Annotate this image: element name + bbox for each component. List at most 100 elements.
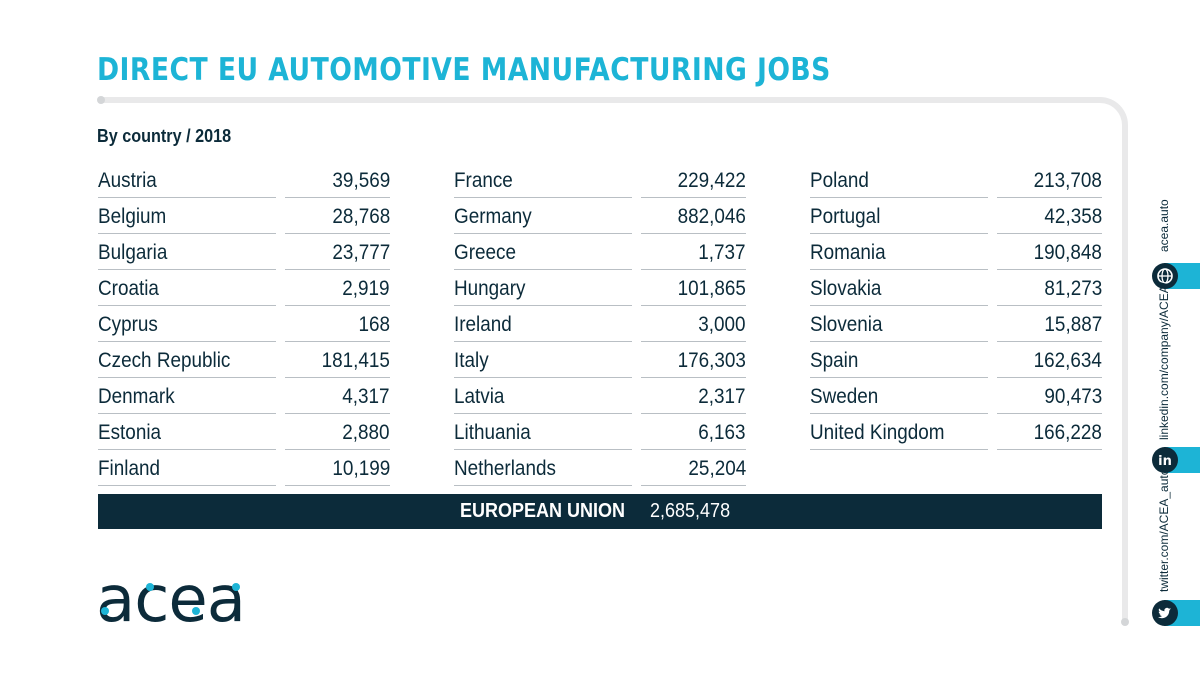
row-rule-name xyxy=(454,305,632,306)
country-name: Sweden xyxy=(810,385,879,408)
row-rule-value xyxy=(997,305,1102,306)
row-rule-value xyxy=(285,197,390,198)
jobs-value: 10,199 xyxy=(332,457,390,480)
row-rule-name xyxy=(810,269,988,270)
table-row: Belgium 28,768 xyxy=(98,198,390,234)
country-name: Croatia xyxy=(98,277,159,300)
country-name: Greece xyxy=(454,241,516,264)
row-rule-value xyxy=(641,197,746,198)
globe-icon[interactable] xyxy=(1152,263,1178,289)
country-name: France xyxy=(454,169,513,192)
frame-dot-start xyxy=(97,96,105,104)
row-rule-name xyxy=(454,341,632,342)
jobs-value: 6,163 xyxy=(698,421,746,444)
subtitle: By country / 2018 xyxy=(97,126,232,146)
row-rule-name xyxy=(98,413,276,414)
linkedin-icon[interactable]: in xyxy=(1152,447,1178,473)
row-rule-name xyxy=(454,449,632,450)
row-rule-value xyxy=(641,269,746,270)
country-name: Latvia xyxy=(454,385,505,408)
jobs-value: 166,228 xyxy=(1033,421,1102,444)
row-rule-value xyxy=(285,233,390,234)
page-title: DIRECT EU AUTOMOTIVE MANUFACTURING JOBS xyxy=(97,52,831,88)
country-name: Slovenia xyxy=(810,313,883,336)
country-name: Czech Republic xyxy=(98,349,231,372)
row-rule-name xyxy=(454,269,632,270)
jobs-value: 176,303 xyxy=(677,349,746,372)
row-rule-value xyxy=(997,269,1102,270)
row-rule-value xyxy=(997,233,1102,234)
country-name: Spain xyxy=(810,349,859,372)
twitter-link[interactable]: twitter.com/ACEA_auto xyxy=(1157,468,1171,592)
table-row: Finland 10,199 xyxy=(98,450,390,486)
jobs-value: 190,848 xyxy=(1033,241,1102,264)
row-rule-value xyxy=(285,305,390,306)
row-rule-name xyxy=(454,197,632,198)
eu-total-value: 2,685,478 xyxy=(650,500,731,522)
jobs-value: 90,473 xyxy=(1044,385,1102,408)
row-rule-name xyxy=(810,449,988,450)
row-rule-value xyxy=(997,413,1102,414)
country-name: Cyprus xyxy=(98,313,158,336)
table-row: Austria 39,569 xyxy=(98,162,390,198)
row-rule-value xyxy=(641,449,746,450)
website-link[interactable]: acea.auto xyxy=(1157,199,1171,252)
jobs-value: 39,569 xyxy=(332,169,390,192)
country-name: Austria xyxy=(98,169,157,192)
table-row: Bulgaria 23,777 xyxy=(98,234,390,270)
table-row: Ireland 3,000 xyxy=(454,306,746,342)
row-rule-value xyxy=(285,269,390,270)
jobs-value: 2,317 xyxy=(698,385,746,408)
country-name: Belgium xyxy=(98,205,167,228)
frame-side-line xyxy=(1122,130,1128,620)
row-rule-name xyxy=(454,485,632,486)
table-row: Cyprus 168 xyxy=(98,306,390,342)
table-row: Slovakia 81,273 xyxy=(810,270,1102,306)
table-row: Portugal 42,358 xyxy=(810,198,1102,234)
jobs-value: 2,919 xyxy=(342,277,390,300)
twitter-icon[interactable] xyxy=(1152,600,1178,626)
row-rule-name xyxy=(454,233,632,234)
table-row: Hungary 101,865 xyxy=(454,270,746,306)
eu-total-label: EUROPEAN UNION xyxy=(460,500,626,522)
jobs-value: 181,415 xyxy=(321,349,390,372)
frame-dot-end xyxy=(1121,618,1129,626)
country-name: Finland xyxy=(98,457,161,480)
row-rule-name xyxy=(98,485,276,486)
table-row: France 229,422 xyxy=(454,162,746,198)
table-row: Germany 882,046 xyxy=(454,198,746,234)
frame-top-line xyxy=(100,97,1100,103)
country-column-2: France 229,422 Germany 882,046 Greece 1,737 Hu… xyxy=(454,162,746,486)
jobs-value: 882,046 xyxy=(677,205,746,228)
row-rule-value xyxy=(285,341,390,342)
table-row: Denmark 4,317 xyxy=(98,378,390,414)
country-name: Lithuania xyxy=(454,421,531,444)
row-rule-name xyxy=(98,341,276,342)
linkedin-link[interactable]: linkedin.com/company/ACEA/ xyxy=(1157,281,1171,440)
jobs-value: 168 xyxy=(358,313,390,336)
row-rule-name xyxy=(810,341,988,342)
row-rule-value xyxy=(641,377,746,378)
table-row: Netherlands 25,204 xyxy=(454,450,746,486)
table-row: Latvia 2,317 xyxy=(454,378,746,414)
jobs-value: 4,317 xyxy=(342,385,390,408)
row-rule-value xyxy=(641,413,746,414)
row-rule-value xyxy=(641,485,746,486)
logo-lettering: acea xyxy=(96,563,245,633)
country-column-3: Poland 213,708 Portugal 42,358 Romania 190,84… xyxy=(810,162,1102,450)
jobs-value: 81,273 xyxy=(1044,277,1102,300)
table-row: Croatia 2,919 xyxy=(98,270,390,306)
row-rule-name xyxy=(98,269,276,270)
row-rule-name xyxy=(98,377,276,378)
row-rule-value xyxy=(641,341,746,342)
row-rule-name xyxy=(454,413,632,414)
row-rule-value xyxy=(997,377,1102,378)
table-row: Greece 1,737 xyxy=(454,234,746,270)
country-name: Netherlands xyxy=(454,457,556,480)
row-rule-name xyxy=(810,305,988,306)
country-name: Ireland xyxy=(454,313,512,336)
country-name: Hungary xyxy=(454,277,526,300)
table-row: Romania 190,848 xyxy=(810,234,1102,270)
jobs-value: 229,422 xyxy=(677,169,746,192)
row-rule-value xyxy=(285,377,390,378)
